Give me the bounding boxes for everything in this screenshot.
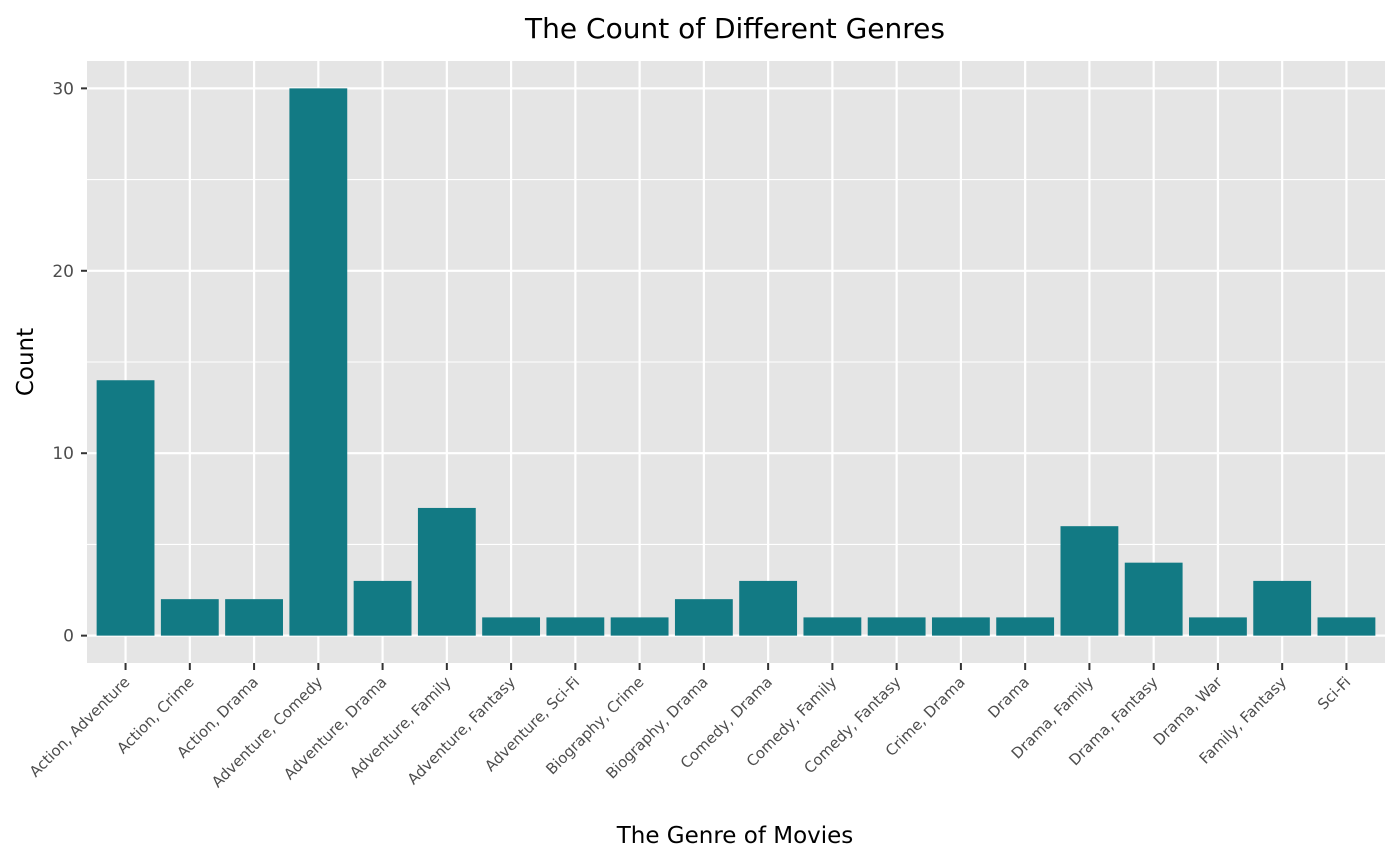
x-axis-title: The Genre of Movies bbox=[616, 823, 854, 849]
y-tick-label: 10 bbox=[52, 444, 74, 464]
bar bbox=[610, 617, 669, 636]
bar bbox=[225, 599, 283, 636]
y-tick-label: 0 bbox=[63, 627, 74, 647]
bar bbox=[1253, 580, 1312, 636]
x-tick-label: Action, Adventure bbox=[26, 673, 134, 781]
bar bbox=[674, 599, 733, 636]
bar bbox=[931, 617, 990, 636]
x-tick-label: Adventure, Fantasy bbox=[404, 673, 519, 788]
bar bbox=[160, 599, 219, 636]
x-tick-label: Drama bbox=[984, 673, 1033, 722]
bar bbox=[739, 580, 798, 636]
bar bbox=[1189, 617, 1247, 636]
bar bbox=[482, 617, 541, 636]
bar bbox=[1124, 562, 1183, 636]
bar bbox=[546, 617, 605, 636]
bar bbox=[289, 88, 348, 636]
chart-title: The Count of Different Genres bbox=[524, 12, 945, 45]
bar bbox=[417, 507, 476, 636]
bar bbox=[867, 617, 926, 636]
x-tick-label: Sci-Fi bbox=[1314, 673, 1354, 713]
x-tick-label: Adventure, Comedy bbox=[208, 673, 326, 791]
y-axis-title: Count bbox=[13, 328, 39, 396]
bar bbox=[1317, 617, 1376, 636]
bar bbox=[803, 617, 862, 636]
y-axis: 0 10 20 30 bbox=[52, 79, 87, 647]
bar bbox=[353, 580, 412, 636]
bar bbox=[96, 380, 155, 636]
bar bbox=[996, 617, 1055, 636]
y-tick-label: 20 bbox=[52, 262, 74, 282]
bar bbox=[1060, 526, 1119, 636]
y-tick-label: 30 bbox=[52, 79, 74, 99]
bars bbox=[96, 88, 1376, 636]
